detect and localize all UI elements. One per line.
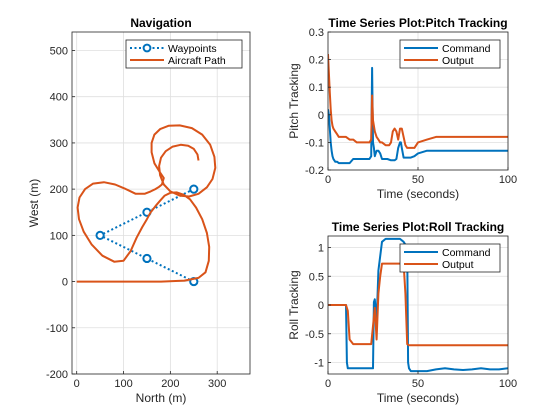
nav-axes-box [71,31,251,375]
nav-x-tick-label: 0 [74,378,80,390]
nav-chart: 0 100 200 300 -200 -100 0 100 200 300 400 500 Naviga… [27,16,251,405]
nav-y-tick-label: 400 [50,92,68,104]
pitch-legend-entry: Command [442,43,491,55]
pitch-y-tick-label: 0 [318,110,324,122]
nav-x-tick-label: 200 [161,378,179,390]
nav-series-aircraft-path-line [76,124,217,283]
nav-x-tick-label: 100 [114,378,132,390]
pitch-title: Time Series Plot:Pitch Tracking [328,16,507,30]
nav-y-axis-label: West (m) [27,179,41,227]
nav-x-axis-label: North (m) [136,391,187,405]
roll-x-tick-label: 0 [325,378,331,390]
pitch-y-tick-label: 0.2 [309,55,324,67]
pitch-legend-entry: Output [442,55,474,67]
roll-y-tick-label: 0.5 [309,271,324,283]
pitch-series-command-line [328,66,508,165]
nav-series-group [76,124,217,287]
pitch-x-tick-label: 0 [325,174,331,186]
nav-waypoint-marker [95,230,105,240]
roll-y-axis-label: Roll Tracking [287,270,301,339]
nav-waypoint-marker [189,184,199,194]
roll-y-tick-label: -1 [314,358,324,370]
pitch-x-tick-label: 100 [499,174,517,186]
nav-legend-marker [142,43,152,53]
pitch-y-tick-label: -0.2 [305,165,324,177]
roll-legend-entry: Output [442,259,474,271]
pitch-y-tick-label: 0.1 [309,82,324,94]
pitch-series-output-line [328,54,508,149]
pitch-legend-box [399,39,501,69]
roll-x-tick-label: 50 [412,378,424,390]
pitch-x-tick-label: 50 [412,174,424,186]
nav-y-tick-label: 300 [50,138,68,150]
nav-title: Navigation [130,16,191,30]
pitch-y-tick-label: 0.3 [309,27,324,39]
pitch-series-group [328,54,508,165]
pitch-y-axis-label: Pitch Tracking [287,63,301,138]
roll-y-tick-label: 1 [318,243,324,255]
nav-y-tick-label: -100 [46,323,68,335]
roll-chart: 0 50 100 -1 -0.5 0 0.5 1 Time Series Plot:Roll T… [287,220,517,405]
roll-y-tick-label: -0.5 [305,329,324,341]
roll-y-tick-label: 0 [318,300,324,312]
nav-y-tick-label: 500 [50,45,68,57]
nav-y-tick-label: 200 [50,184,68,196]
roll-legend-box [399,243,501,273]
nav-legend-entry: Waypoints [168,43,217,55]
pitch-x-axis-label: Time (seconds) [377,187,459,201]
roll-x-tick-label: 100 [499,378,517,390]
nav-y-tick-label: -200 [46,369,68,381]
nav-y-tick-label: 100 [50,230,68,242]
pitch-y-tick-label: -0.1 [305,137,324,149]
nav-y-tick-label: 0 [62,277,68,289]
nav-x-tick-label: 300 [208,378,226,390]
pitch-chart: 0 50 100 -0.2 -0.1 0 0.1 0.2 0.3 Time Series Plot… [287,16,517,201]
nav-legend-entry: Aircraft Path [168,55,226,67]
roll-title: Time Series Plot:Roll Tracking [332,220,505,234]
roll-legend-entry: Command [442,247,491,259]
nav-waypoint-marker [142,253,152,264]
roll-x-axis-label: Time (seconds) [377,391,459,405]
roll-series-output-line [328,262,508,347]
nav-plot-area [72,32,250,374]
